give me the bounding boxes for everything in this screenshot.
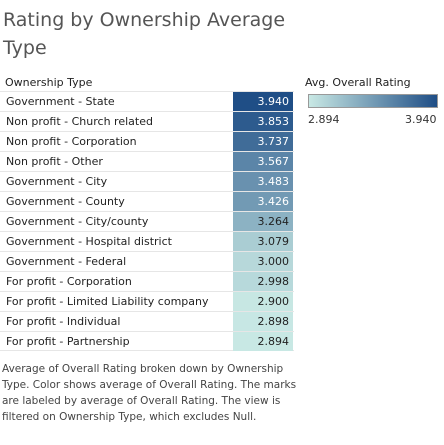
row-label: For profit - Limited Liability company: [6, 295, 209, 308]
table-row: For profit - Individual 2.898: [0, 311, 294, 331]
legend-title: Avg. Overall Rating: [305, 76, 411, 89]
table-row: For profit - Corporation 2.998: [0, 271, 294, 291]
row-label: Non profit - Other: [6, 155, 103, 168]
table-row: Government - Hospital district 3.079: [0, 231, 294, 251]
value-cell: 2.900: [233, 292, 293, 311]
value-cell: 3.000: [233, 252, 293, 271]
table-row: Government - State 3.940: [0, 91, 294, 111]
row-label: Government - Hospital district: [6, 235, 172, 248]
highlight-table: Government - State 3.940 Non profit - Chur…: [0, 91, 294, 351]
value-cell: 3.483: [233, 172, 293, 191]
value-label: 3.264: [257, 215, 290, 228]
value-label: 2.894: [257, 335, 290, 348]
legend-max-label: 3.940: [405, 113, 437, 126]
value-cell: 3.567: [233, 152, 293, 171]
column-header-ownership-type: Ownership Type: [5, 76, 93, 89]
value-label: 3.940: [257, 95, 290, 108]
chart-title: Rating by Ownership Average Type: [3, 9, 286, 59]
value-label: 3.853: [257, 115, 290, 128]
row-label: For profit - Individual: [6, 315, 121, 328]
table-row: Government - County 3.426: [0, 191, 294, 211]
value-cell: 3.079: [233, 232, 293, 251]
row-label: Government - City: [6, 175, 108, 188]
table-row: Non profit - Church related 3.853: [0, 111, 294, 131]
chart-caption: Average of Overall Rating broken down by…: [2, 363, 297, 423]
value-cell: 3.940: [233, 92, 293, 111]
row-label: Non profit - Church related: [6, 115, 153, 128]
value-label: 2.898: [257, 315, 290, 328]
value-cell: 2.998: [233, 272, 293, 291]
value-label: 3.483: [257, 175, 290, 188]
value-label: 3.567: [257, 155, 290, 168]
color-legend-gradient: [308, 94, 438, 108]
value-cell: 2.894: [233, 332, 293, 351]
value-cell: 3.853: [233, 112, 293, 131]
row-label: Government - State: [6, 95, 115, 108]
table-row: Non profit - Other 3.567: [0, 151, 294, 171]
row-label: Government - City/county: [6, 215, 149, 228]
table-row: Government - City/county 3.264: [0, 211, 294, 231]
table-row: Government - City 3.483: [0, 171, 294, 191]
value-label: 3.079: [257, 235, 290, 248]
value-label: 3.737: [257, 135, 290, 148]
value-cell: 3.737: [233, 132, 293, 151]
row-label: Government - Federal: [6, 255, 127, 268]
value-cell: 3.426: [233, 192, 293, 211]
table-row: For profit - Limited Liability company 2.…: [0, 291, 294, 311]
row-label: For profit - Corporation: [6, 275, 132, 288]
value-cell: 3.264: [233, 212, 293, 231]
value-cell: 2.898: [233, 312, 293, 331]
row-label: For profit - Partnership: [6, 335, 130, 348]
legend-min-label: 2.894: [308, 113, 340, 126]
table-row: Government - Federal 3.000: [0, 251, 294, 271]
table-row: For profit - Partnership 2.894: [0, 331, 294, 351]
row-label: Non profit - Corporation: [6, 135, 137, 148]
value-label: 2.998: [257, 275, 290, 288]
value-label: 3.426: [257, 195, 290, 208]
row-label: Government - County: [6, 195, 125, 208]
value-label: 3.000: [257, 255, 290, 268]
table-row: Non profit - Corporation 3.737: [0, 131, 294, 151]
value-label: 2.900: [257, 295, 290, 308]
